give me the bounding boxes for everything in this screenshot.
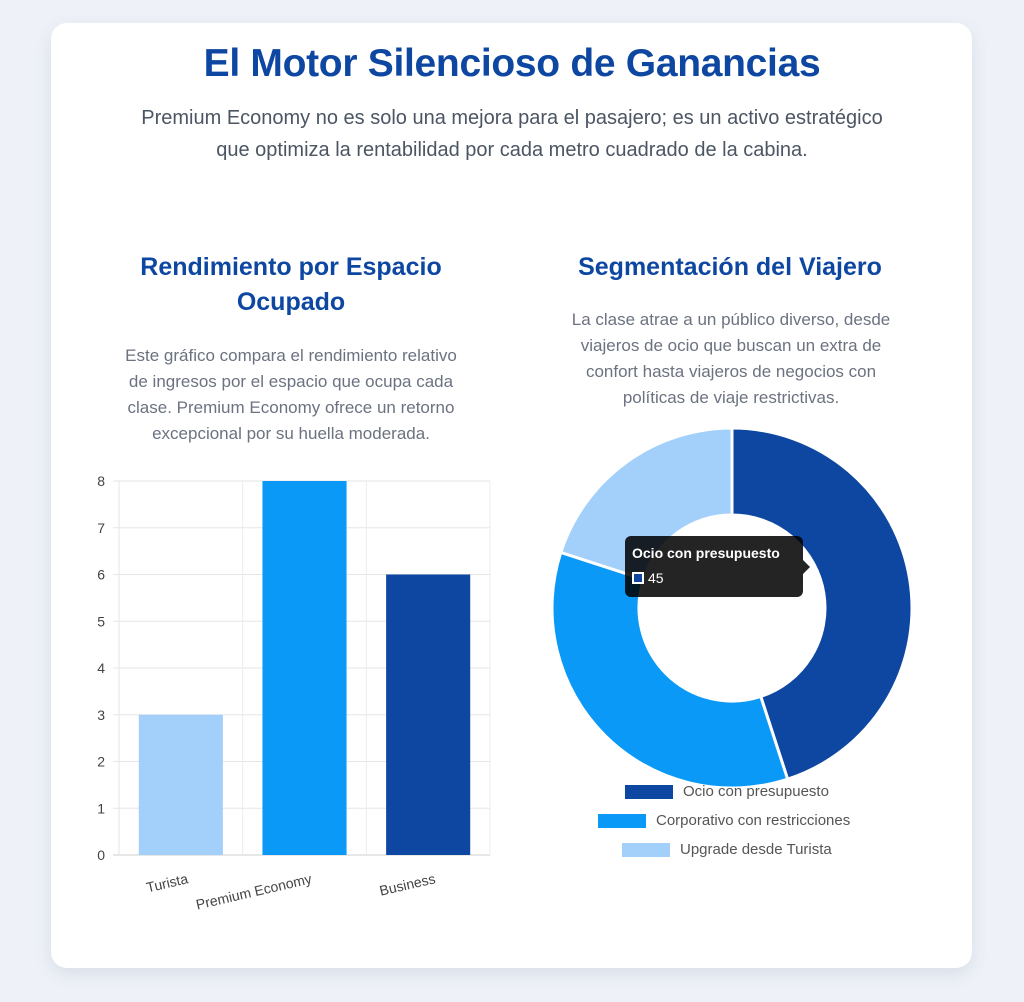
y-tick-label: 2 [97, 754, 105, 770]
legend-label: Upgrade desde Turista [680, 841, 832, 858]
legend-swatch [622, 843, 670, 857]
y-tick-label: 4 [97, 660, 105, 676]
y-tick-label: 6 [97, 567, 105, 583]
y-tick-label: 8 [97, 473, 105, 489]
legend-item[interactable]: Upgrade desde Turista [570, 836, 910, 865]
tooltip-value: 45 [648, 570, 664, 586]
x-tick-label: Business [378, 870, 437, 898]
legend-swatch [625, 785, 673, 799]
x-tick-label: Premium Economy [194, 870, 313, 912]
y-tick-label: 5 [97, 613, 105, 629]
bar-chart: 0 1 2 3 4 5 6 7 8 Turista Premium Economy Business [97, 473, 491, 913]
bar[interactable] [138, 714, 223, 855]
y-tick-label: 3 [97, 707, 105, 723]
donut-chart-description: La clase atrae a un público diverso, des… [571, 310, 891, 407]
legend-label: Corporativo con restricciones [656, 812, 851, 829]
tooltip-title: Ocio con presupuesto [632, 545, 780, 561]
bar[interactable] [262, 481, 347, 855]
donut-legend: Ocio con presupuesto Corporativo con res… [570, 778, 910, 865]
legend-swatch [598, 814, 646, 828]
donut-chart [550, 426, 914, 790]
tooltip-arrow [803, 560, 810, 574]
page-subtitle: Premium Economy no es solo una mejora pa… [40, 102, 984, 166]
donut-slice[interactable] [730, 426, 914, 782]
y-tick-label: 7 [97, 520, 105, 536]
chart-tooltip: Ocio con presupuesto 45 [625, 536, 810, 597]
subtitle-line: Premium Economy no es solo una mejora pa… [141, 107, 883, 129]
legend-label: Ocio con presupuesto [683, 783, 829, 800]
x-tick-label: Turista [145, 870, 190, 895]
y-tick-label: 1 [97, 800, 105, 816]
legend-item[interactable]: Corporativo con restricciones [570, 807, 910, 836]
donut-chart-title: Segmentación del Viajero [578, 253, 882, 281]
page-title: El Motor Silencioso de Ganancias [203, 42, 821, 85]
subtitle-line: que optimiza la rentabilidad por cada me… [216, 139, 808, 161]
tooltip-color-swatch [632, 572, 644, 584]
bar[interactable] [386, 574, 471, 856]
legend-item[interactable]: Ocio con presupuesto [570, 778, 910, 807]
donut-slice[interactable] [550, 550, 790, 790]
bar-chart-title: Rendimiento por Espacio Ocupado [140, 253, 442, 316]
bar-chart-description: Este gráfico compara el rendimiento rela… [125, 346, 457, 443]
y-tick-label: 0 [97, 847, 105, 863]
